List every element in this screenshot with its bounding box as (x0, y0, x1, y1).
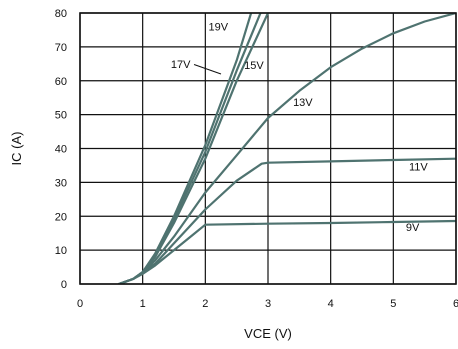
x-tick-label: 2 (202, 298, 208, 310)
y-tick-label: 0 (61, 279, 67, 291)
x-axis-label: VCE (V) (244, 326, 292, 341)
x-tick-label: 6 (453, 298, 458, 310)
curve-label-19v: 19V (208, 22, 228, 34)
leader-line-17v (193, 64, 222, 75)
y-axis-label: IC (A) (9, 132, 24, 166)
series-line-9v (117, 219, 456, 284)
series-line-11v (117, 157, 456, 284)
x-tick-label: 5 (390, 298, 396, 310)
x-tick-label: 3 (265, 298, 271, 310)
y-tick-label: 20 (55, 211, 67, 223)
y-tick-label: 40 (55, 144, 67, 156)
plot-frame (79, 12, 457, 285)
y-tick-label: 30 (55, 177, 67, 189)
y-tick-label: 60 (55, 76, 67, 88)
y-tick-label: 50 (55, 110, 67, 122)
grid (79, 12, 457, 285)
series-lines (117, 13, 456, 284)
curve-labels: 19V 17V 15V 13V 11V 9V (171, 22, 429, 235)
y-tick-label: 70 (55, 42, 67, 54)
x-tick-label: 1 (140, 298, 146, 310)
y-tick-label: 80 (55, 8, 67, 20)
x-tick-label: 0 (77, 298, 83, 310)
curve-label-17v: 17V (171, 59, 191, 71)
curve-label-13v: 13V (293, 97, 313, 109)
curve-label-9v: 9V (406, 222, 420, 234)
curve-label-11v: 11V (409, 162, 428, 174)
curve-label-15v: 15V (244, 60, 264, 72)
y-tick-label: 10 (55, 245, 67, 257)
x-tick-label: 4 (328, 298, 334, 310)
